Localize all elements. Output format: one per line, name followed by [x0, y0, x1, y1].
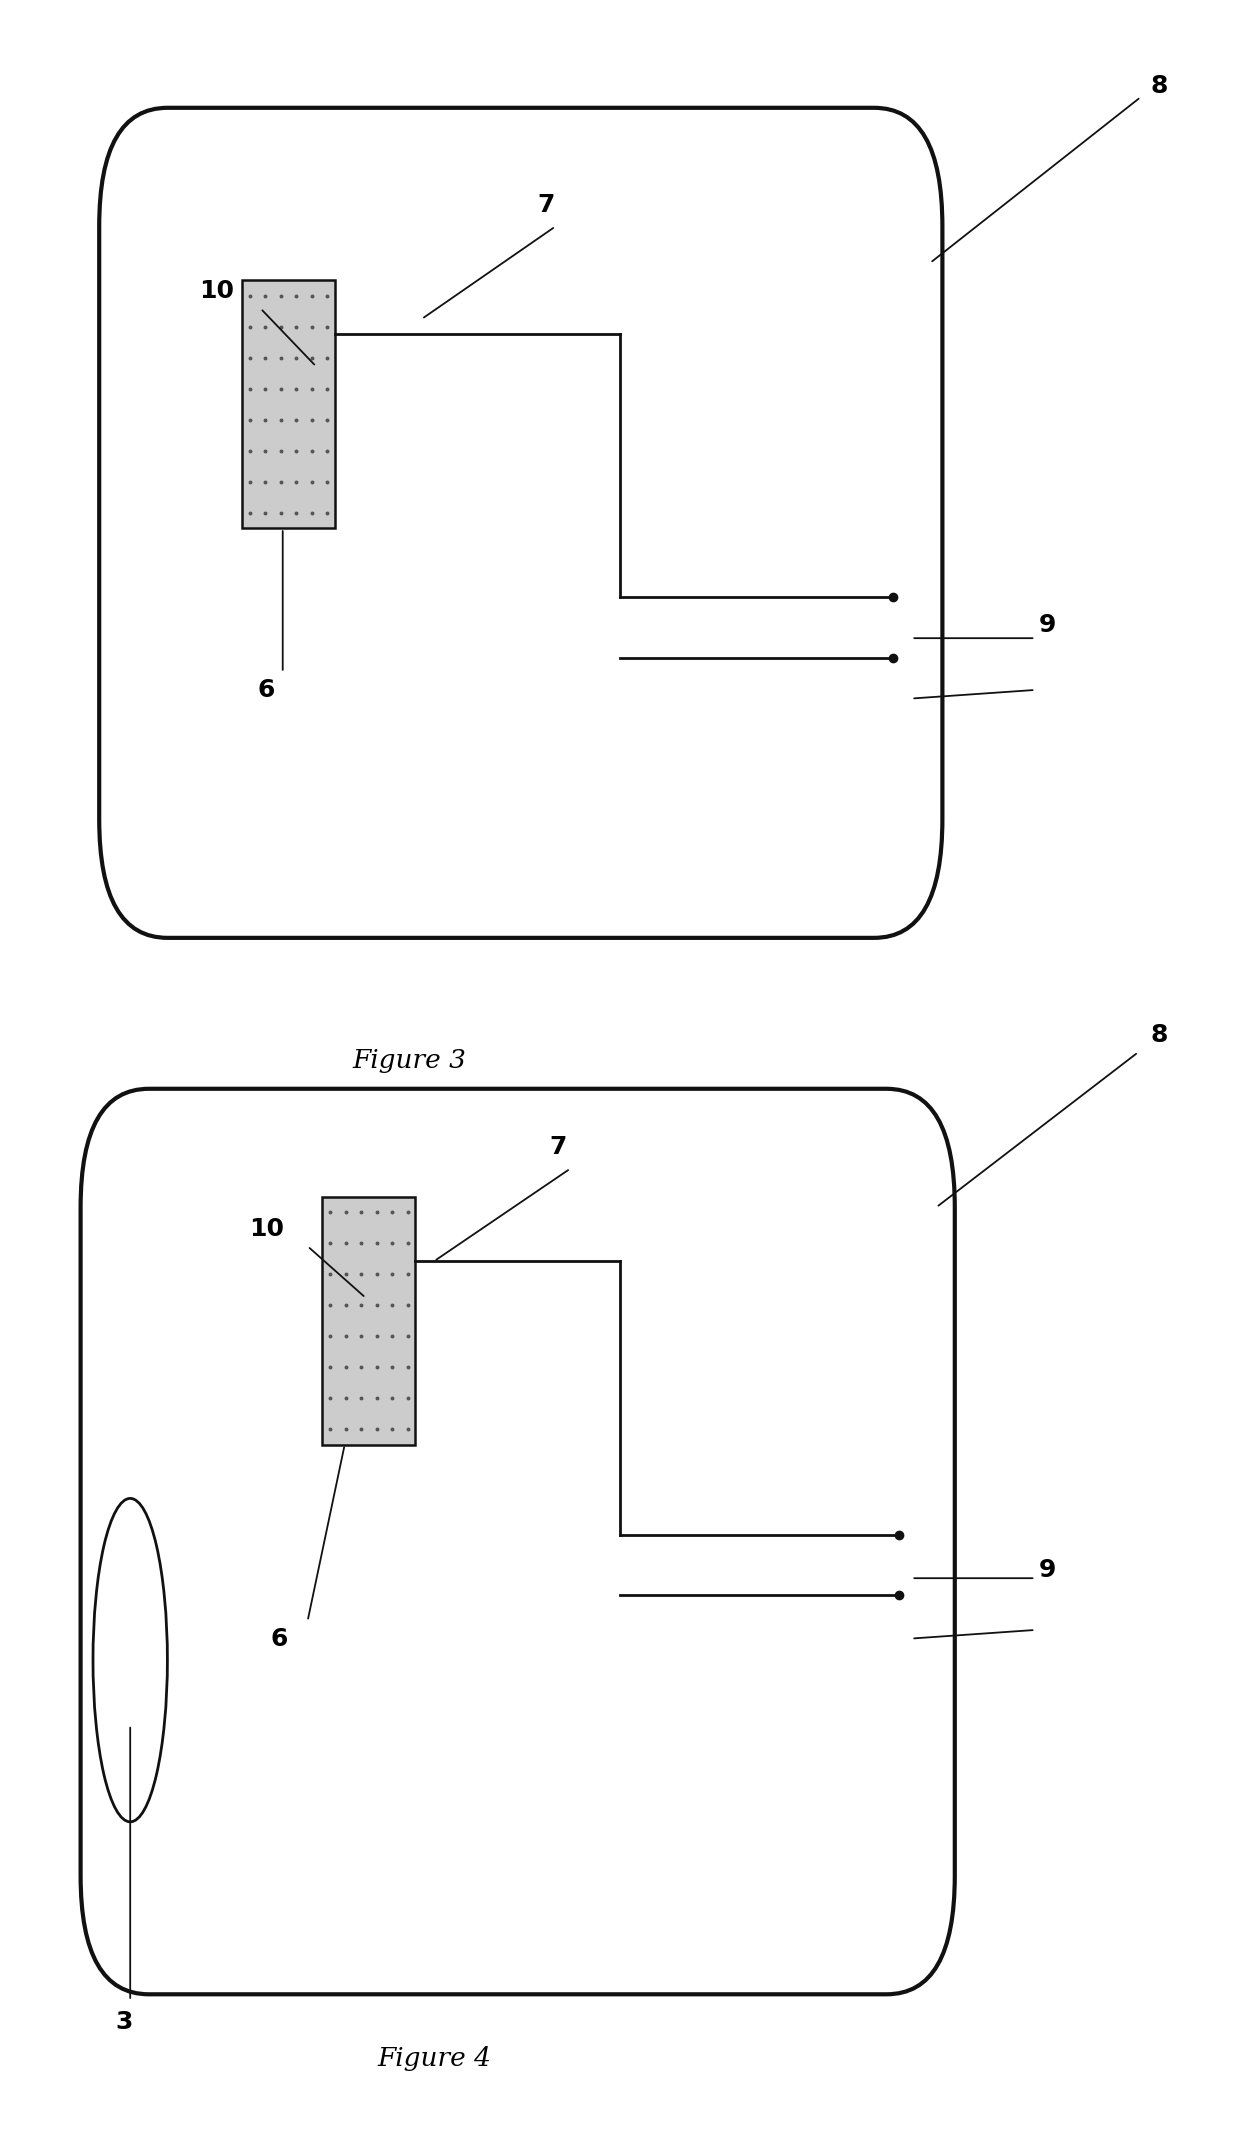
Bar	[322, 1197, 415, 1445]
Text: Figure 3: Figure 3	[352, 1048, 466, 1074]
Text: 3: 3	[115, 2009, 133, 2035]
Text: 9: 9	[1039, 1557, 1056, 1583]
Text: 7: 7	[549, 1134, 567, 1160]
Text: 8: 8	[1151, 73, 1168, 99]
Text: 10: 10	[200, 278, 234, 304]
Text: 8: 8	[1151, 1022, 1168, 1048]
Text: 6: 6	[258, 677, 275, 703]
Text: 10: 10	[249, 1216, 284, 1242]
Text: Figure 4: Figure 4	[377, 2046, 491, 2072]
Text: 6: 6	[270, 1626, 288, 1651]
Text: 9: 9	[1039, 612, 1056, 638]
Bar	[242, 280, 335, 528]
Text: 7: 7	[537, 192, 554, 218]
